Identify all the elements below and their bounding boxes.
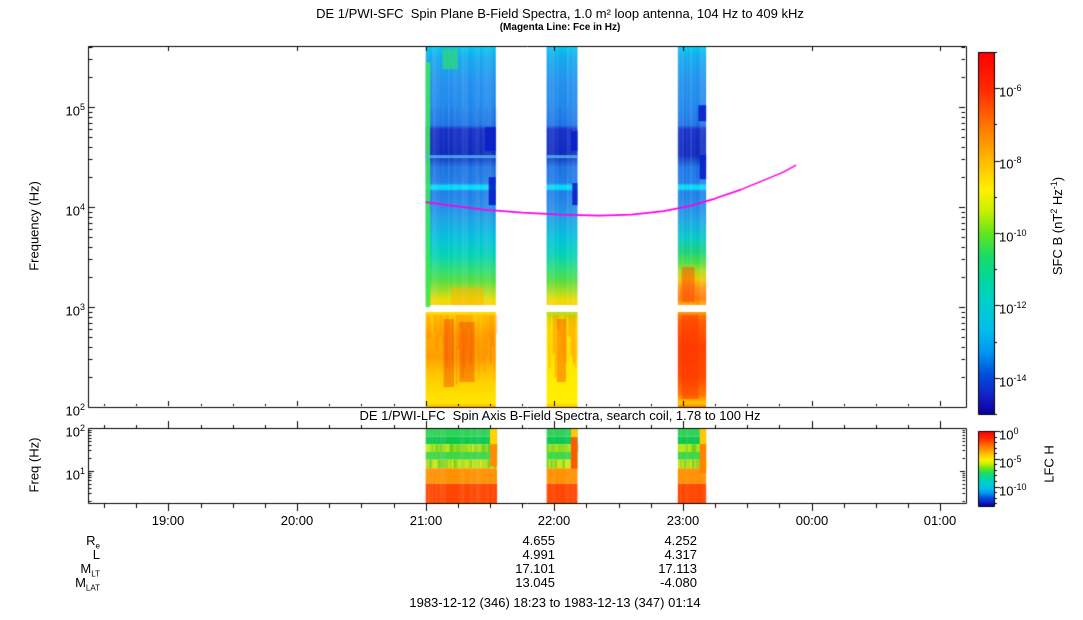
label-base: M — [75, 575, 86, 590]
tick-exp: 0 — [1013, 426, 1019, 436]
tick-exp: -14 — [1013, 373, 1027, 383]
xtick-2300: 23:00 — [666, 513, 700, 528]
ephem-row-label-mlat: MLAT — [75, 575, 100, 593]
tick-exp: 4 — [79, 202, 85, 212]
tick-exp: 3 — [79, 302, 85, 312]
tick-base: 10 — [65, 424, 80, 440]
tick-base: 10 — [999, 374, 1014, 390]
figure-subtitle: (Magenta Line: Fce in Hz) — [499, 22, 621, 33]
xtick-2200: 22:00 — [537, 513, 571, 528]
y-axis-label-sfc: Frequency (Hz) — [26, 181, 42, 271]
tick-base: 10 — [999, 301, 1014, 317]
cb1-tick-1e-10: 10-10 — [999, 225, 1051, 245]
footer-date-range: 1983-12-12 (346) 18:23 to 1983-12-13 (34… — [409, 595, 701, 610]
ephem-mlat-2200: 13.045 — [515, 575, 555, 590]
tick-exp: -10 — [1013, 482, 1027, 492]
xtick-1900: 19:00 — [151, 513, 185, 528]
ephem-row-label-mlt: MLT — [80, 561, 100, 579]
tick-exp: -6 — [1013, 83, 1022, 93]
tick-base: 10 — [65, 467, 80, 483]
ephem-mlt-2300: 17.113 — [658, 561, 697, 576]
ephem-re-2200: 4.655 — [522, 533, 555, 548]
tick-exp: -12 — [1013, 300, 1027, 310]
ephem-re-2300: 4.252 — [664, 533, 697, 548]
tick-base: 10 — [999, 455, 1014, 471]
p2-ytick-1e2: 102 — [37, 420, 85, 440]
label-sub: LAT — [85, 583, 100, 593]
cb1-tick-1e-6: 10-6 — [999, 80, 1051, 100]
label-sub: LT — [91, 569, 100, 579]
p1-ytick-1e4: 104 — [37, 199, 85, 219]
label-base: R — [86, 533, 96, 548]
label-base: L — [92, 547, 100, 562]
ephem-mlat-2300: -4.080 — [660, 575, 697, 590]
cb2-tick-1e0: 100 — [999, 423, 1051, 443]
xtick-2100: 21:00 — [409, 513, 443, 528]
ephem-l-2200: 4.991 — [522, 547, 555, 562]
p1-ytick-1e2: 102 — [37, 399, 85, 419]
cb1-label-sup: 2 — [1048, 208, 1059, 214]
tick-base: 10 — [999, 156, 1014, 172]
tick-base: 10 — [999, 229, 1014, 245]
tick-base: 10 — [65, 403, 80, 419]
colorbar2-label: LFC H — [1041, 445, 1057, 483]
cb2-tick-1e-5: 10-5 — [999, 451, 1051, 471]
xtick-0000: 00:00 — [795, 513, 829, 528]
cb1-tick-1e-14: 10-14 — [999, 370, 1051, 390]
tick-exp: 5 — [79, 102, 85, 112]
label-base: M — [80, 561, 92, 576]
p1-ytick-1e5: 105 — [37, 99, 85, 119]
tick-base: 10 — [65, 103, 80, 119]
cb1-label-text: ) — [1050, 176, 1066, 182]
tick-exp: 1 — [79, 466, 85, 476]
tick-base: 10 — [999, 427, 1014, 443]
label-sub: e — [95, 541, 100, 551]
ephem-mlt-2200: 17.101 — [515, 561, 555, 576]
tick-base: 10 — [999, 483, 1014, 499]
p2-ytick-1e1: 101 — [37, 463, 85, 483]
tick-exp: -10 — [1013, 228, 1027, 238]
page-title: DE 1/PWI-SFC Spin Plane B-Field Spectra,… — [316, 6, 804, 21]
tick-exp: 2 — [79, 402, 85, 412]
cb1-label-text: SFC B (nT — [1050, 213, 1066, 276]
cb1-label-sup: -1 — [1048, 181, 1059, 190]
cb1-label-text: Hz — [1050, 189, 1066, 209]
cb1-tick-1e-8: 10-8 — [999, 152, 1051, 172]
cb1-tick-1e-12: 10-12 — [999, 297, 1051, 317]
tick-base: 10 — [999, 84, 1014, 100]
cb2-tick-1e-10: 10-10 — [999, 479, 1051, 499]
tick-base: 10 — [65, 303, 80, 319]
ephem-row-label-l: L — [93, 547, 100, 565]
tick-exp: -8 — [1013, 155, 1022, 165]
tick-exp: 2 — [79, 423, 85, 433]
ephem-row-label-re: Re — [86, 533, 100, 551]
colorbar1-label: SFC B (nT2 Hz-1) — [1049, 177, 1065, 275]
xtick-0100: 01:00 — [923, 513, 957, 528]
tick-base: 10 — [65, 203, 80, 219]
tick-exp: -5 — [1013, 454, 1022, 464]
ephem-l-2300: 4.317 — [664, 547, 697, 562]
panel2-title: DE 1/PWI-LFC Spin Axis B-Field Spectra, … — [359, 408, 761, 423]
p1-ytick-1e3: 103 — [37, 299, 85, 319]
xtick-2000: 20:00 — [280, 513, 314, 528]
